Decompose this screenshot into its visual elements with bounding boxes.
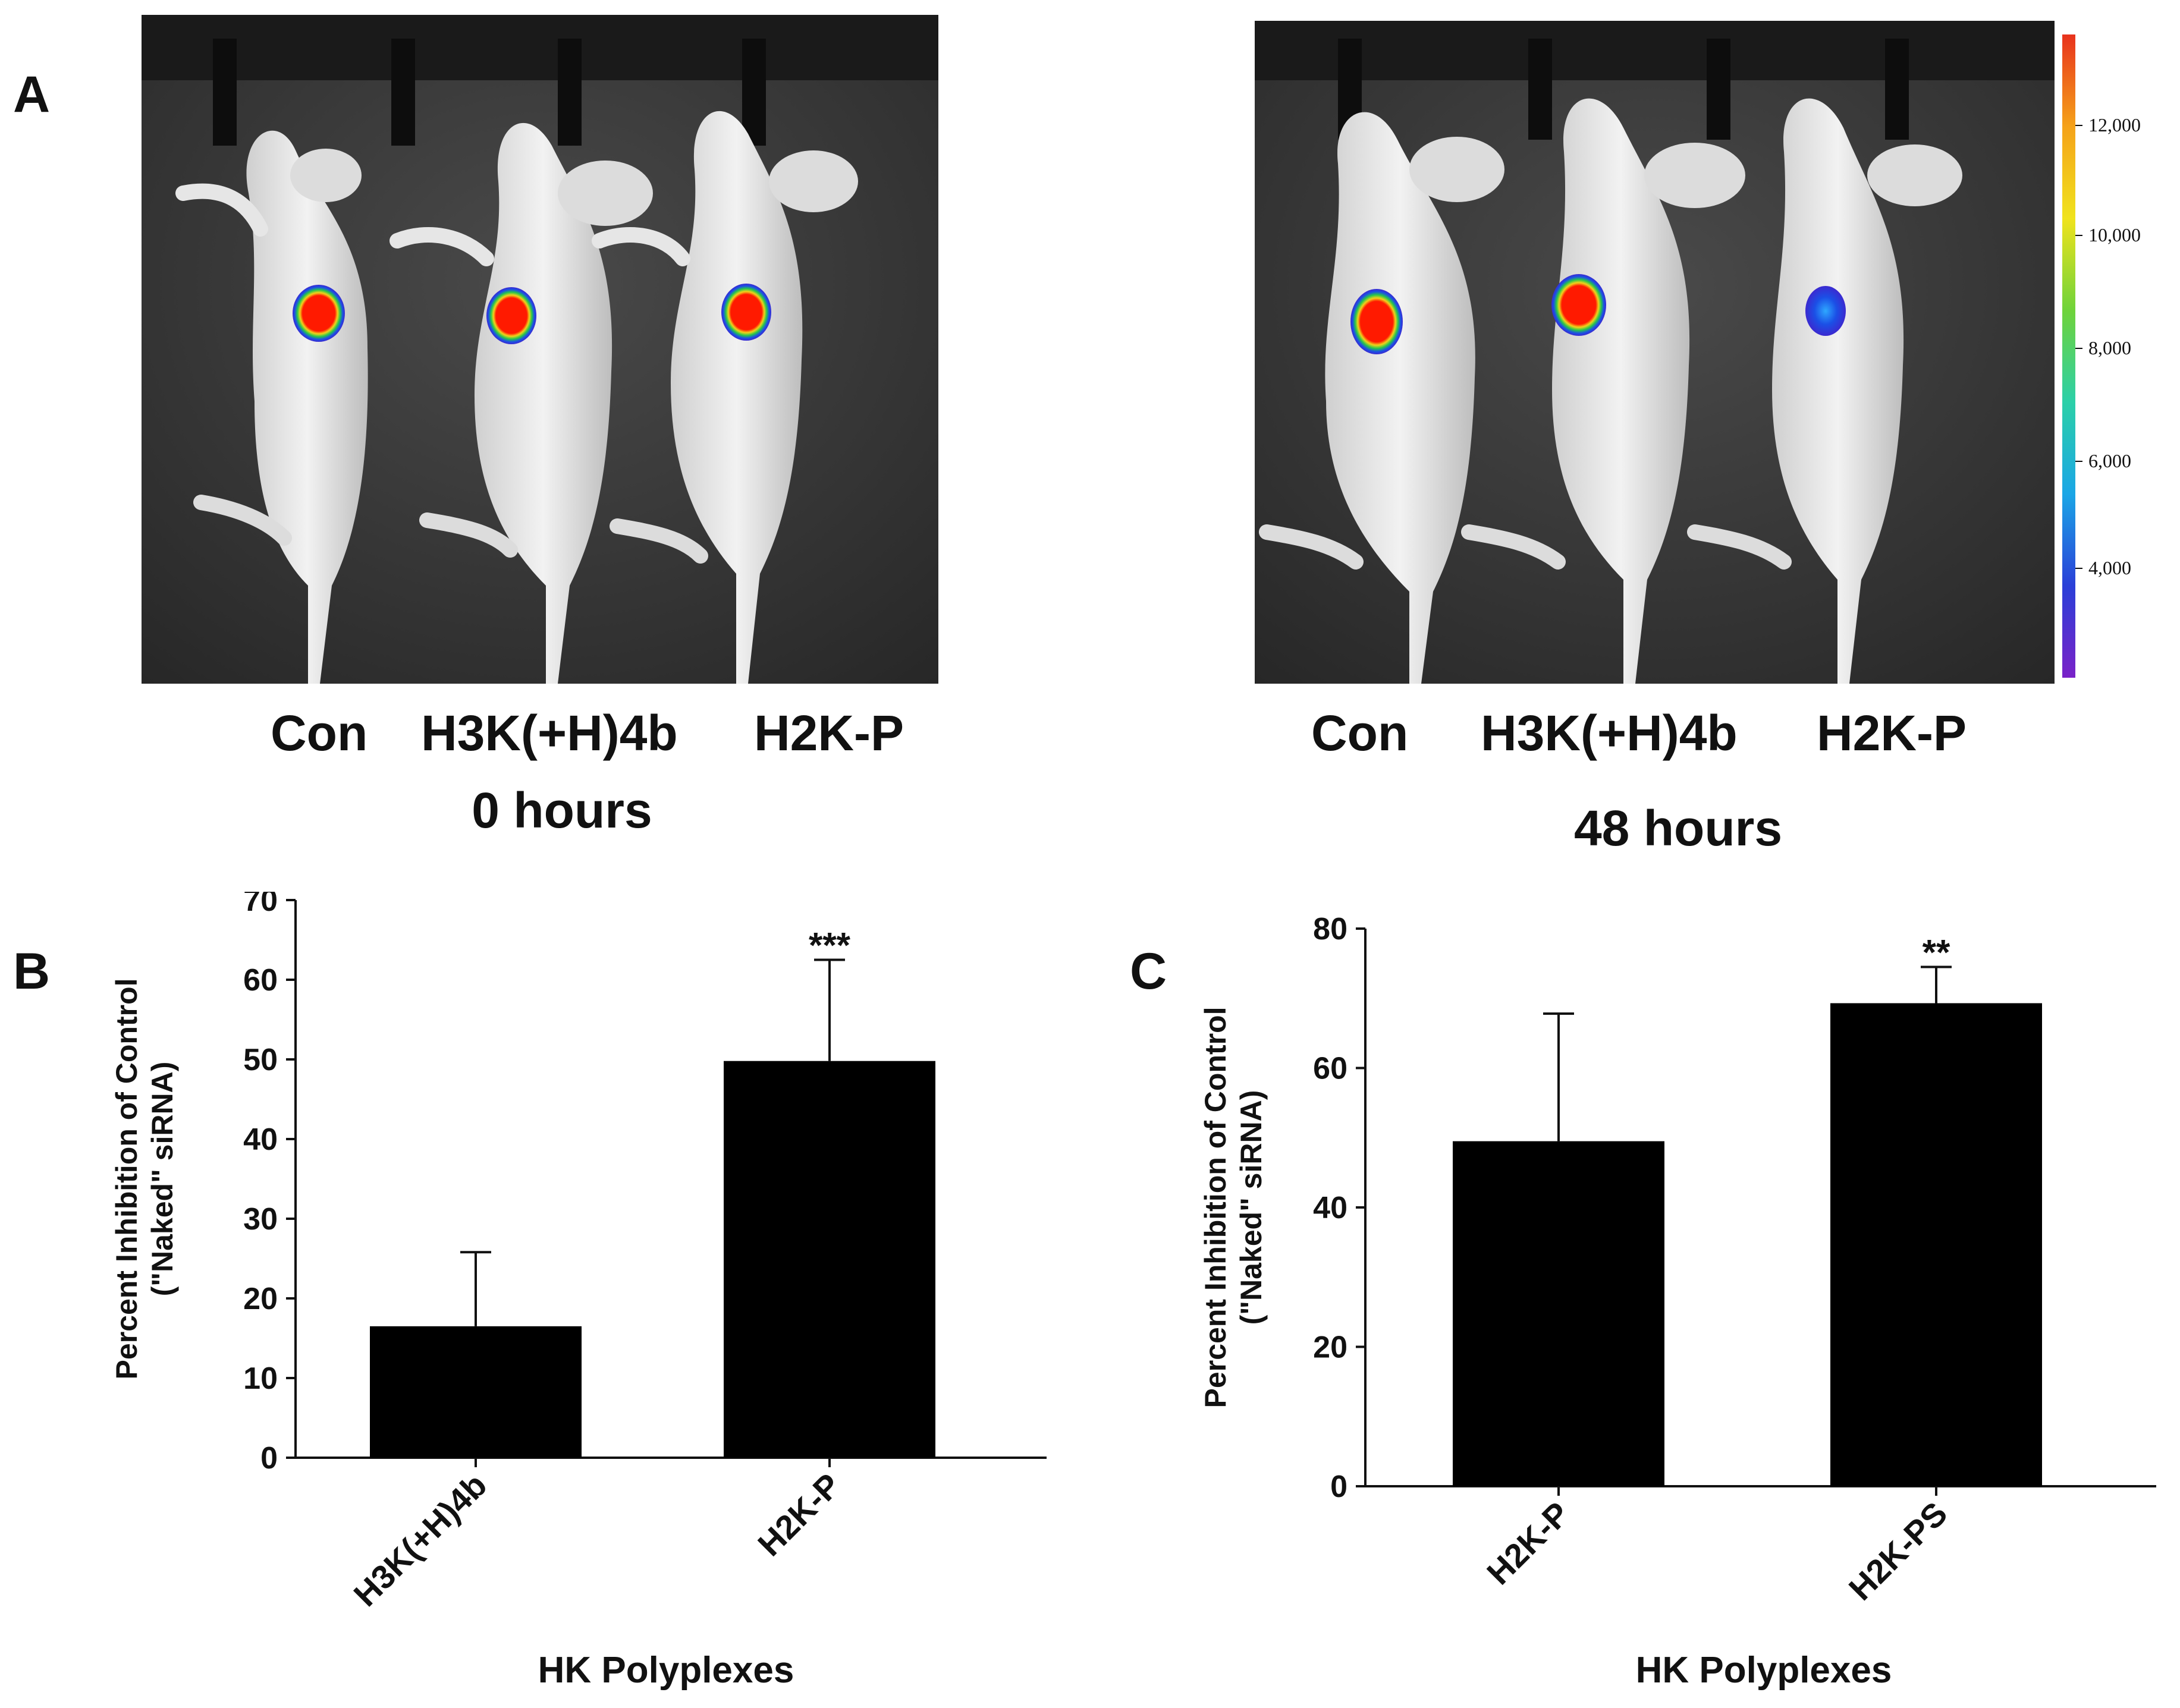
timepoint-label-48h: 48 hours [1573,800,1783,856]
colorbar-gradient [2062,34,2075,678]
colorbar-tick-label: 8,000 [2088,337,2131,358]
y-tick-label: 0 [1330,1470,1347,1504]
group-label-h2kp-0h: H2K-P [754,705,904,761]
y-tick-label: 60 [243,963,278,998]
x-tick-label: H2K-PS [1842,1495,1955,1608]
mouse-con-0h [175,130,368,684]
mouse-h3k-0h [389,122,653,684]
colorbar-tick-mark [2075,568,2082,569]
y-tick-label: 60 [1313,1052,1347,1086]
bar-H2K-PS [1830,1003,2042,1486]
y-tick-label: 80 [1313,912,1347,946]
colorbar-tick-mark [2075,348,2082,349]
mouse-h2kp-48h [1687,98,1962,684]
group-label-con-48h: Con [1311,705,1409,761]
group-label-h2kp-48h: H2K-P [1817,705,1967,761]
y-tick-label: 0 [260,1441,278,1476]
mouse-con-48h [1259,112,1504,684]
bioluminescence-image-0h [142,15,938,684]
chart-b: 0 10 20 30 40 50 60 70 Percent Inhibition of Con… [110,892,1047,1691]
mouse-h3k-48h [1461,98,1745,684]
group-label-h3k-0h: H3K(+H)4b [421,705,678,761]
bar-H2K-P [724,1061,935,1458]
y-tick-label: 20 [1313,1330,1347,1365]
y-tick-label: 70 [243,892,278,918]
y-axis-label: Percent Inhibition of Control [1199,1007,1232,1408]
intensity-colorbar [2062,34,2075,678]
colorbar-tick-label: 4,000 [2088,557,2131,578]
y-tick-label: 20 [243,1282,278,1316]
x-tick-label: H2K-P [1479,1495,1576,1591]
x-tick-label: H2K-P [750,1466,847,1563]
mice-illustration-0h [142,15,938,684]
panel-label-a: A [13,66,51,123]
bar-H3K(+H)4b [370,1326,582,1458]
panel-label-c: C [1130,943,1167,1000]
timepoint-label-0h: 0 hours [472,782,652,838]
panel-label-b: B [13,943,51,1000]
y-tick-label: 10 [243,1361,278,1396]
y-axis-label-secondary: ("Naked" siRNA) [1235,1090,1268,1325]
y-axis-label-secondary: ("Naked" siRNA) [146,1062,179,1297]
y-tick-label: 40 [1313,1191,1347,1225]
x-axis-label: HK Polyplexes [1636,1650,1892,1691]
chart-c: 0 20 40 60 80 Percent Inhibition of Control ("… [1199,912,2156,1691]
group-label-con-0h: Con [271,705,368,761]
bioluminescence-image-48h [1255,21,2055,684]
y-tick-label: 30 [243,1202,278,1237]
y-tick-label: 50 [243,1043,278,1077]
mouse-h2kp-0h [592,111,858,684]
significance-marker: *** [809,926,851,965]
significance-marker: ** [1923,932,1950,972]
colorbar-tick-label: 6,000 [2088,450,2131,471]
mice-illustration-48h [1255,21,2055,684]
x-tick-label: H3K(+H)4b [346,1466,494,1613]
colorbar-tick-label: 12,000 [2088,114,2141,136]
y-tick-label: 40 [243,1122,278,1157]
colorbar-tick-mark [2075,125,2082,126]
group-label-h3k-48h: H3K(+H)4b [1481,705,1738,761]
colorbar-tick-mark [2075,235,2082,236]
colorbar-tick-label: 10,000 [2088,224,2141,246]
y-axis-label: Percent Inhibition of Control [110,979,143,1380]
colorbar-tick-mark [2075,461,2082,462]
x-axis-label: HK Polyplexes [538,1650,794,1691]
bar-H2K-P [1453,1141,1664,1486]
